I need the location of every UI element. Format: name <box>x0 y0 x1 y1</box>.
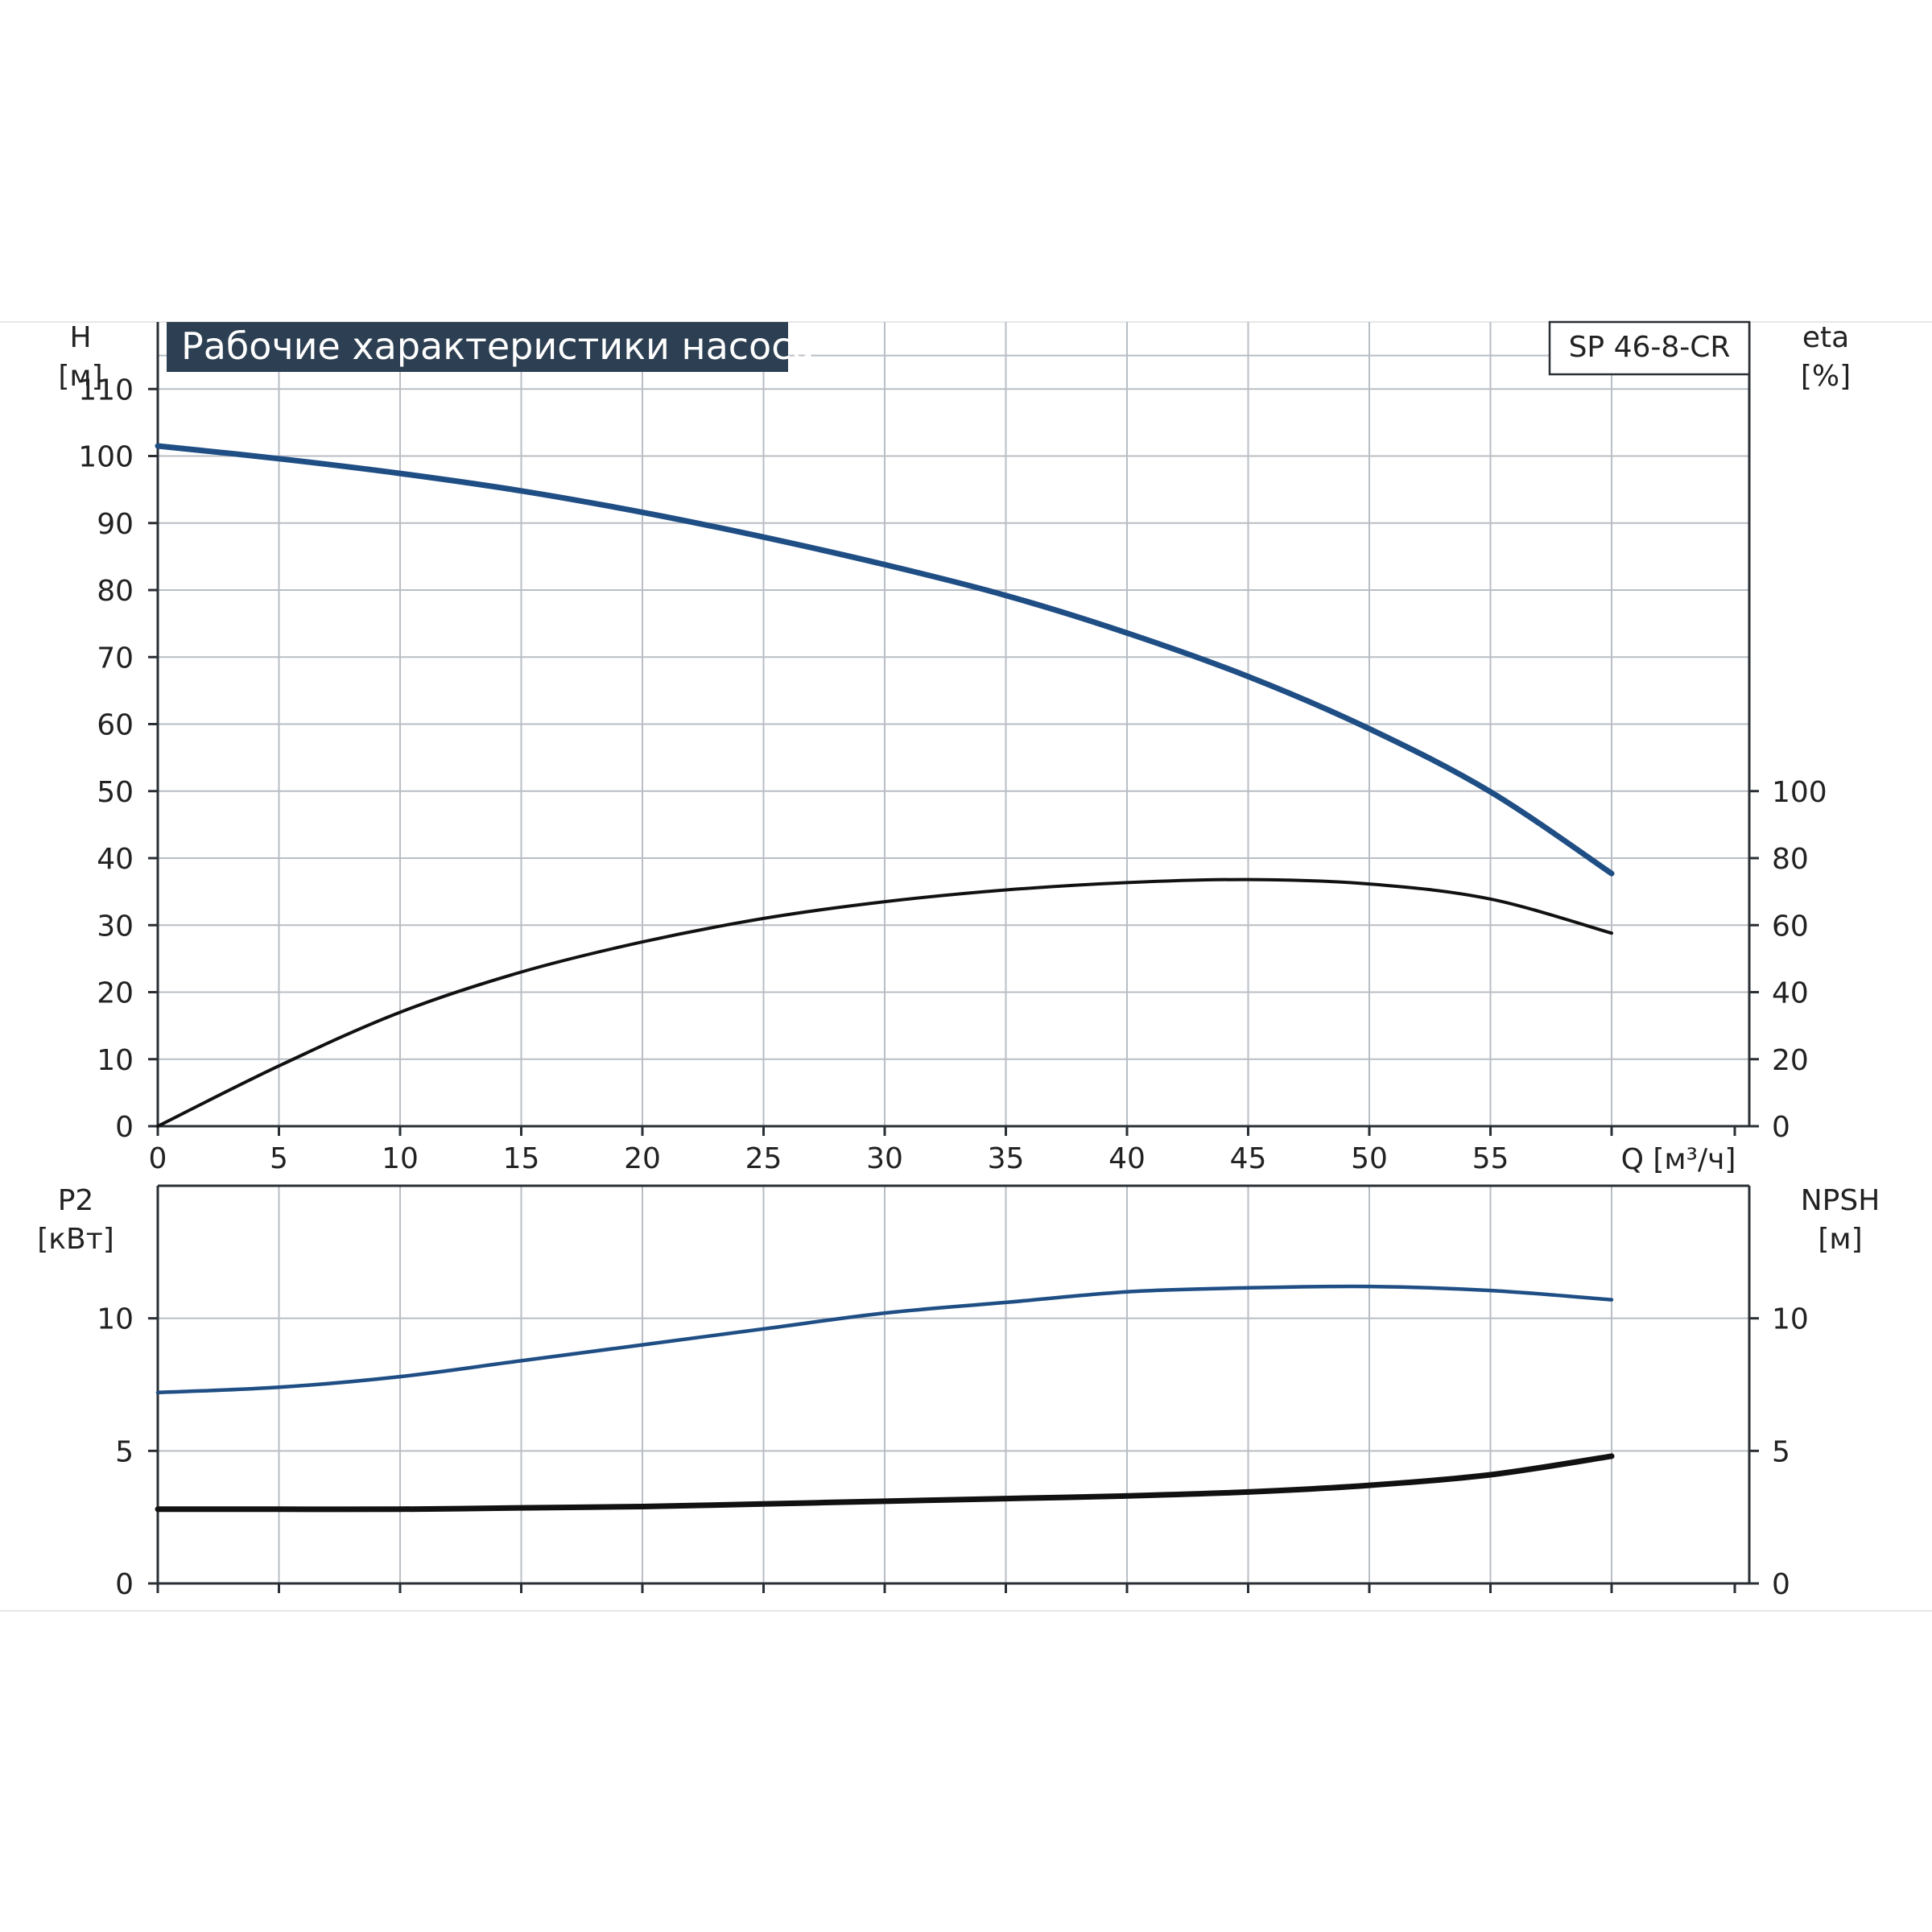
p2-point <box>1490 1290 1491 1291</box>
model-box-frame <box>1548 320 1751 376</box>
model-label: SP 46-8-CR <box>1569 331 1731 364</box>
right-tick-label: 10 <box>1772 1303 1809 1336</box>
left-tick-label: 10 <box>97 1044 134 1077</box>
right-tick-label: 20 <box>1772 1044 1809 1077</box>
h-point <box>884 564 886 565</box>
left-tick-label: 80 <box>97 575 134 608</box>
eta-point <box>1126 881 1128 883</box>
eta-axis-name: eta <box>1802 321 1849 354</box>
h-point <box>157 445 159 447</box>
chart-title: Рабочие характеристики насоса <box>181 324 815 368</box>
right-tick-label: 0 <box>1772 1568 1790 1601</box>
h-point <box>1248 675 1249 677</box>
model-box: SP 46-8-CR <box>1548 320 1751 376</box>
npsh-point <box>1005 1498 1006 1500</box>
eta-point <box>1248 879 1249 881</box>
power-npsh-panel: 0 5 10 0 5 10 <box>97 1184 1809 1601</box>
left-tick-label: 40 <box>97 843 134 876</box>
p2-point <box>157 1392 159 1393</box>
left-tick-label: 100 <box>78 441 134 474</box>
chart-title-box: Рабочие характеристики насоса <box>167 322 815 372</box>
h-axis-unit: [м] <box>58 360 102 393</box>
right-tick-label: 40 <box>1772 977 1809 1010</box>
p2-point <box>1248 1287 1249 1289</box>
h-axis-name: H <box>69 321 91 354</box>
left-tick-label: 20 <box>97 977 134 1010</box>
h-point <box>763 536 764 538</box>
npsh-point <box>1490 1474 1491 1476</box>
left-tick-label: 70 <box>97 642 134 675</box>
left-tick-label: 110 <box>78 374 134 407</box>
eta-point <box>763 918 764 919</box>
x-tick-label: 20 <box>624 1142 661 1175</box>
npsh-axis-unit: [м] <box>1818 1223 1862 1256</box>
left-tick-label: 50 <box>97 776 134 809</box>
eta-point <box>399 1011 401 1013</box>
left-tick-label: 60 <box>97 709 134 742</box>
npsh-point <box>642 1505 643 1507</box>
h-point <box>399 473 401 474</box>
left-tick-label: 10 <box>97 1303 134 1336</box>
x-tick-label: 35 <box>988 1142 1025 1175</box>
left-tick-label: 30 <box>97 910 134 943</box>
p2-point <box>521 1360 522 1361</box>
right-tick-label: 80 <box>1772 843 1809 876</box>
eta-point <box>642 941 643 943</box>
npsh-point <box>1368 1484 1370 1486</box>
p2-point <box>1126 1291 1128 1293</box>
eta-point <box>1368 883 1370 885</box>
chart-title-background <box>167 322 788 372</box>
p2-point <box>763 1328 764 1330</box>
x-tick-label: 15 <box>503 1142 540 1175</box>
p2-axis-unit: [кВт] <box>37 1223 114 1256</box>
x-tick-label: 25 <box>745 1142 782 1175</box>
x-tick-label: 45 <box>1230 1142 1267 1175</box>
q-axis-label: Q [м³/ч] <box>1621 1143 1736 1176</box>
npsh-axis-name: NPSH <box>1801 1184 1880 1217</box>
x-tick-label: 30 <box>866 1142 903 1175</box>
x-tick-label: 55 <box>1472 1142 1509 1175</box>
x-tick-label: 40 <box>1108 1142 1146 1175</box>
npsh-point <box>521 1507 522 1509</box>
x-tick-label: 50 <box>1351 1142 1388 1175</box>
right-tick-label: 0 <box>1772 1111 1790 1144</box>
eta-point <box>157 1125 159 1127</box>
h-point <box>521 490 522 492</box>
eta-axis-unit: [%] <box>1801 360 1851 393</box>
p2-point <box>884 1312 886 1314</box>
x-tick-label: 10 <box>382 1142 419 1175</box>
x-tick-label: 5 <box>270 1142 288 1175</box>
x-tick-label: 0 <box>149 1142 167 1175</box>
h-point <box>1126 632 1128 634</box>
p2-point <box>642 1344 643 1346</box>
left-tick-label: 0 <box>115 1111 134 1144</box>
p2-axis-name: P2 <box>58 1184 94 1217</box>
h-point <box>642 511 643 513</box>
h-point <box>1490 791 1491 793</box>
npsh-point <box>763 1503 764 1505</box>
right-tick-label: 100 <box>1772 776 1827 809</box>
left-tick-label: 5 <box>115 1435 134 1468</box>
left-tick-label: 90 <box>97 508 134 541</box>
right-tick-label: 5 <box>1772 1435 1790 1468</box>
eta-point <box>1490 898 1491 900</box>
left-tick-label: 0 <box>115 1568 134 1601</box>
head-efficiency-panel: 0 10 20 30 40 50 60 70 80 90 100 110 0 20 40 60 80 100 0 5 1… <box>78 322 1827 1175</box>
h-point <box>1005 595 1006 597</box>
p2-point <box>1368 1286 1370 1287</box>
right-tick-label: 60 <box>1772 910 1809 943</box>
